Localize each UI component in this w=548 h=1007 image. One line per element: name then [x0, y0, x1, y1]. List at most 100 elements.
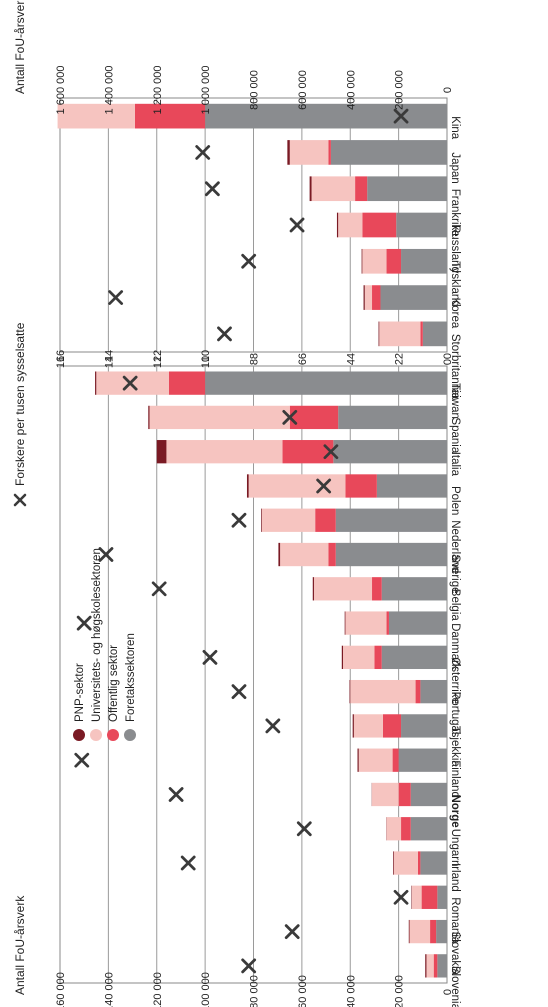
bar-segment-frankrike-universitets-og-h-gskolesektoren [311, 176, 356, 202]
bar-stack-slovenia [425, 954, 447, 978]
bar-segment-frankrike-pnp-sektor [309, 176, 312, 202]
category-label-taiwan: Taiwan [449, 383, 461, 419]
marker-slovakia [284, 924, 300, 939]
category-label-tsjekkia: Tsjekkia [449, 726, 461, 768]
right-tick-label-p2: 600 000 [297, 70, 309, 110]
bar-segment-taiwan-offentlig-sektor [168, 371, 206, 395]
right-tick-label-p1: 12 [152, 350, 164, 362]
bar-segment-spania-foretakssektoren [338, 405, 447, 430]
marker-legend-label: Forskere per tusen sysselsatte [13, 322, 27, 486]
bar-segment-belgia-pnp-sektor [312, 577, 314, 601]
legend-entry-uh: Universitets- og høgskolesektoren [90, 548, 103, 741]
bar-stack-finland [357, 748, 447, 772]
bar-segment-slovakia-universitets-og-h-gskolesektoren [409, 919, 431, 944]
category-label-danmark: Danmark [449, 623, 461, 670]
bar-segment-korea-universitets-og-h-gskolesektoren [364, 285, 373, 310]
bar-segment-romania-offentlig-sektor [421, 885, 438, 909]
bar-segment-russland-offentlig-sektor [362, 212, 397, 238]
bar-stack-italia [156, 440, 447, 464]
bar-stack-portugal [349, 679, 447, 704]
left-tick-label-p1: 40 000 [345, 975, 357, 1007]
bar-segment-danmark-universitets-og-h-gskolesektoren [345, 611, 387, 635]
marker-romania [393, 889, 409, 905]
marker-tsjekkia [265, 718, 281, 734]
left-tick-label-p1: 20 000 [394, 975, 406, 1007]
category-label-kina: Kina [449, 116, 461, 140]
bar-stack-sterrike [341, 645, 447, 670]
right-tick-label-p1: 2 [394, 353, 406, 359]
bar-segment-nederland-offentlig-sektor [315, 508, 336, 532]
bar-segment-frankrike-foretakssektoren [367, 176, 447, 202]
legend-label-pnp: PNP-sektor [74, 663, 86, 722]
bar-segment-irland-foretakssektoren [420, 851, 447, 875]
bar-segment-slovenia-foretakssektoren [437, 954, 447, 978]
bar-segment-tsjekkia-universitets-og-h-gskolesektoren [353, 714, 383, 738]
bar-segment-storbritannia-offentlig-sektor [420, 321, 423, 347]
bar-segment-irland-pnp-sektor [393, 851, 394, 875]
category-label-spania: Spania [449, 417, 461, 453]
bar-segment-storbritannia-foretakssektoren [422, 321, 447, 347]
bar-stack-frankrike [309, 176, 447, 202]
right-tick-label-p2: 1 000 000 [200, 66, 212, 115]
bar-segment-japan-foretakssektoren [330, 140, 447, 165]
bar-stack-tyskland [361, 248, 447, 274]
legend-swatch-offentlig [107, 729, 119, 741]
bar-segment-portugal-foretakssektoren [420, 679, 447, 704]
bar-segment-finland-offentlig-sektor [392, 748, 399, 772]
right-tick-label-p2: 800 000 [249, 70, 261, 110]
marker-ungarn [296, 821, 312, 837]
bar-segment-polen-pnp-sektor [246, 474, 249, 498]
bar-segment-nederland-universitets-og-h-gskolesektoren [261, 508, 316, 532]
bar-stack-spania [148, 405, 447, 430]
marker-finland [74, 752, 90, 768]
marker-russland [289, 217, 305, 233]
bar-segment-nederland-foretakssektoren [335, 508, 447, 532]
marker-spania [282, 410, 298, 425]
right-tick-label-p1: 10 [200, 350, 212, 362]
bar-stack-danmark [344, 611, 447, 635]
left-tick-label-p2: 16 [55, 356, 67, 368]
bar-segment-sterrike-foretakssektoren [381, 645, 447, 670]
bar-segment-spania-universitets-og-h-gskolesektoren [149, 405, 290, 430]
left-tick-label-p2: 4 [345, 359, 357, 365]
bar-stack-polen [246, 474, 447, 498]
legend-swatch-uh [90, 729, 102, 741]
bar-segment-russland-foretakssektoren [396, 212, 447, 238]
left-tick-label-p1: 140 000 [103, 972, 115, 1007]
marker-japan [195, 145, 211, 160]
bar-segment-japan-pnp-sektor [287, 140, 290, 165]
right-tick-label-p2: 200 000 [394, 70, 406, 110]
right-tick-label-p1: 4 [345, 353, 357, 359]
bar-segment-taiwan-universitets-og-h-gskolesektoren [96, 371, 169, 395]
marker-frankrike [204, 181, 220, 197]
marker-legend: Forskere per tusen sysselsatte [13, 322, 27, 507]
bar-stack-irland [393, 851, 447, 875]
bar-segment-taiwan-pnp-sektor [95, 371, 97, 395]
category-label-korea: Korea [449, 298, 461, 329]
category-label-sterrike: Østerrike [449, 657, 461, 704]
bar-segment-tyskland-universitets-og-h-gskolesektoren [362, 248, 387, 274]
bar-segment-slovenia-offentlig-sektor [433, 954, 438, 978]
category-label-ungarn: Ungarn [449, 829, 461, 867]
bar-stack-slovakia [408, 919, 447, 944]
bar-stack-korea [363, 285, 447, 310]
marker-legend-icon [13, 493, 27, 507]
bar-segment-belgia-universitets-og-h-gskolesektoren [313, 577, 373, 601]
bar-segment-danmark-pnp-sektor [344, 611, 346, 635]
bar-segment-norge-foretakssektoren [410, 782, 447, 807]
marker-sverige [98, 547, 114, 562]
marker-danmark [76, 615, 92, 631]
marker-taiwan [122, 375, 138, 391]
bar-segment-finland-universitets-og-h-gskolesektoren [358, 748, 393, 772]
category-label-storbritannia: Storbritannia [449, 334, 461, 400]
bar-stack-storbritannia [378, 321, 447, 347]
left-tick-label-p1: 120 000 [152, 972, 164, 1007]
category-label-irland: Irland [449, 863, 461, 892]
category-label-frankrike: Frankrike [449, 189, 461, 237]
right-tick-label-p2: 1 200 000 [152, 66, 164, 115]
left-tick-label-p2: 2 [394, 359, 406, 365]
bar-stack-russland [336, 212, 447, 238]
bar-segment-frankrike-offentlig-sektor [355, 176, 368, 202]
